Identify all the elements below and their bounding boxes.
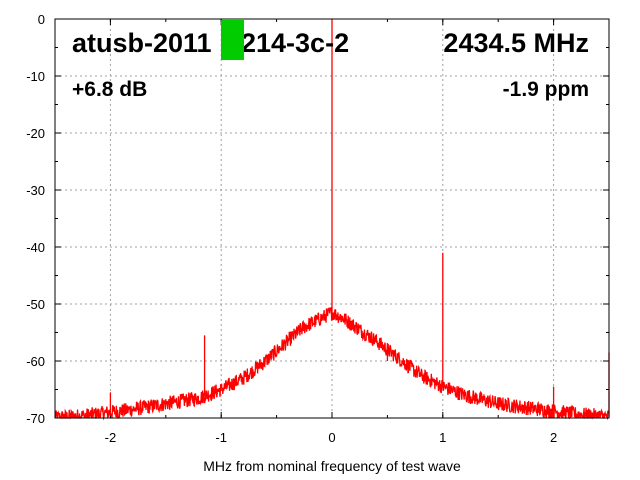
redaction-block — [221, 20, 244, 60]
x-axis-label: MHz from nominal frequency of test wave — [203, 458, 461, 474]
y-tick-label: -10 — [26, 69, 45, 84]
annotation-offset: -1.9 ppm — [503, 78, 589, 101]
series-noise-floor — [54, 306, 610, 421]
y-tick-label: -70 — [26, 411, 45, 426]
x-tick-label: 0 — [328, 430, 335, 445]
y-tick-label: -40 — [26, 240, 45, 255]
x-tick-label: 2 — [550, 430, 557, 445]
y-tick-label: -60 — [26, 354, 45, 369]
annotation-device-id-suffix: 214-3c-2 — [241, 28, 349, 58]
annotation-device-id: atusb-2011 — [72, 28, 212, 58]
x-tick-label: -1 — [215, 430, 227, 445]
y-axis: 0 -10 -20 -30 -40 -50 -60 -70 — [26, 12, 609, 426]
x-tick-label: -2 — [105, 430, 117, 445]
y-tick-label: 0 — [38, 12, 45, 27]
x-tick-label: 1 — [439, 430, 446, 445]
y-tick-label: -50 — [26, 297, 45, 312]
y-tick-label: -20 — [26, 126, 45, 141]
y-tick-label: -30 — [26, 183, 45, 198]
plot-frame — [54, 18, 610, 419]
annotation-frequency: 2434.5 MHz — [443, 28, 589, 58]
annotation-gain: +6.8 dB — [72, 78, 147, 101]
